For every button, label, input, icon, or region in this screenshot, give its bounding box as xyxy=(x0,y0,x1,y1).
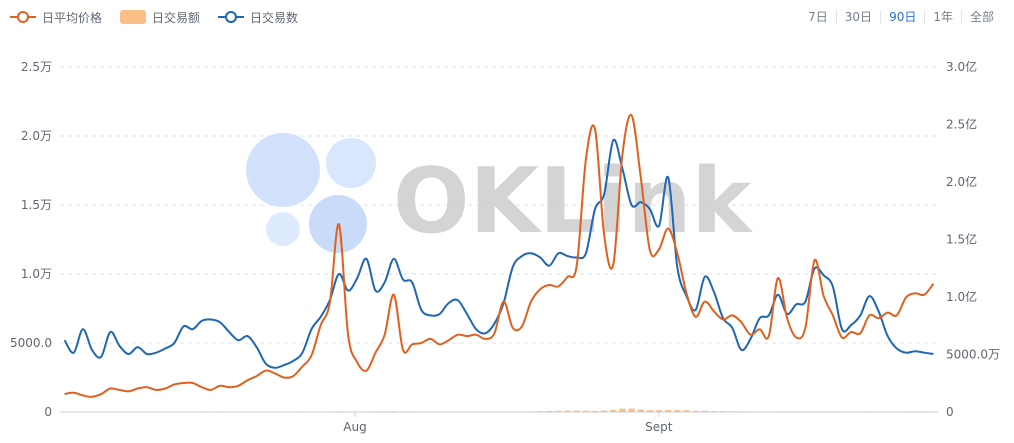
bar-swatch-icon xyxy=(120,10,147,24)
amount-bar xyxy=(701,410,708,412)
amount-bar xyxy=(527,411,535,412)
amount-bar xyxy=(601,410,608,412)
time-range-selector: 7日 30日 90日 1年 全部 xyxy=(800,6,1002,28)
amount-bar xyxy=(655,410,663,412)
amount-bar xyxy=(619,408,626,412)
line-marker-icon xyxy=(10,10,36,24)
amount-bar xyxy=(537,411,544,412)
grid-lines xyxy=(60,66,938,417)
amount-bar xyxy=(546,410,553,412)
watermark-text: OKLink xyxy=(393,149,754,254)
amount-bar xyxy=(829,411,836,412)
amount-bar xyxy=(335,411,343,412)
amount-bar xyxy=(738,411,745,412)
legend-item-count[interactable]: 日交易数 xyxy=(218,9,298,26)
left-axis-tick-label: 1.0万 xyxy=(21,267,52,281)
amount-bar xyxy=(683,410,690,412)
left-axis-tick-label: 1.5万 xyxy=(21,198,52,212)
chart-legend: 日平均价格 日交易额 日交易数 xyxy=(10,6,298,28)
right-axis-tick-label: 3.0亿 xyxy=(946,59,977,74)
axis-labels: 0 5000.0 1.0万 1.5万 2.0万 2.5万 0 5000.0万 1.0亿 1.5亿 2… xyxy=(10,59,1000,434)
legend-item-amount[interactable]: 日交易额 xyxy=(120,9,200,26)
amount-bar xyxy=(719,411,727,412)
range-button-1y[interactable]: 1年 xyxy=(924,10,961,24)
amount-bar xyxy=(610,409,617,412)
amount-bar xyxy=(820,411,827,412)
left-axis-tick-label: 2.5万 xyxy=(21,60,52,74)
amount-bar xyxy=(637,409,644,412)
amount-bar xyxy=(665,409,672,412)
legend-item-price[interactable]: 日平均价格 xyxy=(10,9,102,26)
left-axis-tick-label: 5000.0 xyxy=(10,336,52,350)
line-marker-icon xyxy=(218,10,245,24)
amount-bar xyxy=(573,410,580,412)
legend-label-count: 日交易数 xyxy=(250,10,299,25)
right-axis-tick-label: 2.5亿 xyxy=(946,117,977,132)
range-button-all[interactable]: 全部 xyxy=(960,10,1002,24)
amount-bar xyxy=(811,411,818,412)
amount-bar xyxy=(399,411,407,412)
right-axis-tick-label: 2.0亿 xyxy=(946,174,977,189)
count-line xyxy=(63,138,934,369)
amount-bar xyxy=(729,411,736,412)
left-axis-tick-label: 2.0万 xyxy=(21,129,52,143)
amount-bar xyxy=(381,411,388,412)
amount-bar xyxy=(372,411,379,412)
watermark-logo-circle xyxy=(309,195,367,253)
amount-bar xyxy=(390,411,397,412)
amount-bar xyxy=(646,410,654,412)
amount-bar xyxy=(628,408,635,412)
legend-label-price: 日平均价格 xyxy=(42,10,103,25)
price-line xyxy=(64,113,935,398)
amount-bar xyxy=(692,410,699,412)
watermark-logo-circle xyxy=(326,138,376,188)
amount-bar xyxy=(710,411,718,412)
amount-bar xyxy=(674,410,681,412)
legend-label-amount: 日交易额 xyxy=(152,10,201,25)
x-axis-tick-label: Sept xyxy=(645,420,673,434)
left-axis-tick-label: 0 xyxy=(44,405,52,419)
watermark-logo-circle xyxy=(266,212,300,246)
right-axis-tick-label: 5000.0万 xyxy=(946,348,1000,362)
right-axis-tick-label: 1.5亿 xyxy=(946,232,977,247)
range-button-30d[interactable]: 30日 xyxy=(835,10,880,24)
amount-bar xyxy=(582,410,589,412)
amount-bar xyxy=(409,411,416,412)
right-axis-tick-label: 0 xyxy=(946,405,954,419)
watermark-logo-circle xyxy=(246,133,320,207)
right-axis-tick-label: 1.0亿 xyxy=(946,289,977,304)
amount-bar xyxy=(564,410,571,412)
amount-bar xyxy=(591,410,599,412)
oklink-watermark: OKLink xyxy=(246,133,754,254)
amount-bar xyxy=(783,411,791,412)
series-lines xyxy=(63,113,935,398)
range-button-7d[interactable]: 7日 xyxy=(808,10,828,24)
range-button-90d[interactable]: 90日 xyxy=(880,10,924,24)
amount-bar xyxy=(555,410,562,412)
x-axis-tick-label: Aug xyxy=(343,420,366,434)
amount-bars xyxy=(61,408,937,412)
amount-bar xyxy=(774,411,782,412)
